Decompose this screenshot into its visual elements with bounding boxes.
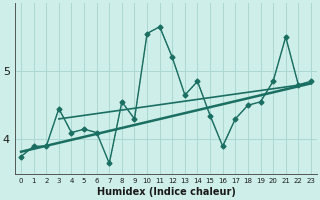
- X-axis label: Humidex (Indice chaleur): Humidex (Indice chaleur): [97, 187, 236, 197]
